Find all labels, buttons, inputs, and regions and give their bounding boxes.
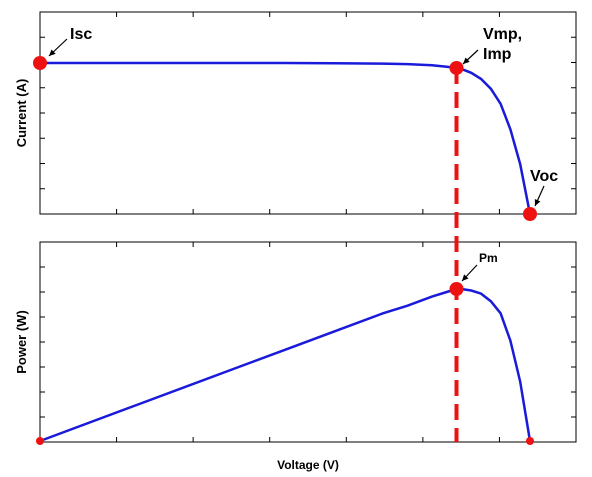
- top-y-axis-label: Current (A): [14, 79, 29, 148]
- pm-arrow-head: [462, 274, 469, 281]
- vmp-imp-label: Vmp, Imp: [483, 26, 527, 63]
- isc-arrow-head: [49, 49, 56, 56]
- isc-label: Isc: [70, 26, 92, 43]
- pm-label: Pm: [479, 251, 498, 265]
- pm-marker: [449, 282, 464, 296]
- isc-marker: [33, 56, 47, 70]
- voc-marker: [523, 207, 537, 221]
- top-axes-ticks: [40, 12, 576, 214]
- bottom-y-axis-label: Power (W): [14, 310, 29, 374]
- x-axis-label: Voltage (V): [277, 458, 339, 472]
- origin-marker: [36, 437, 44, 445]
- annotation-arrows: [48, 38, 545, 282]
- voc-label: Voc: [530, 168, 558, 185]
- voc-arrow-head: [534, 199, 541, 206]
- top-markers: [33, 56, 537, 221]
- voc-power-marker: [526, 437, 534, 445]
- vmp-arrow-head: [463, 57, 470, 64]
- bottom-markers: [36, 282, 534, 445]
- bottom-axes-ticks: [40, 242, 576, 442]
- vmp-imp-marker: [449, 60, 464, 75]
